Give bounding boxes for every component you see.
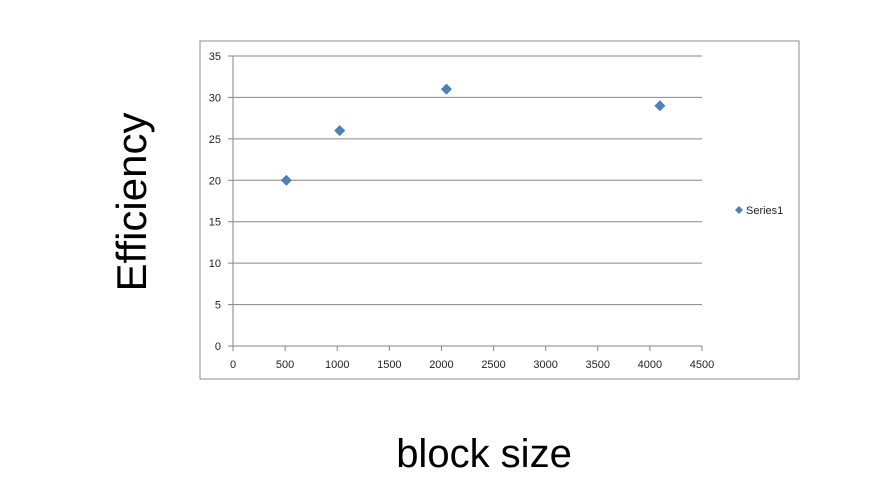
x-tick-label: 2000 xyxy=(429,359,453,371)
y-tick-label: 15 xyxy=(209,217,221,229)
x-tick-label: 1000 xyxy=(325,359,349,371)
y-axis-title: Efficiency xyxy=(108,113,155,292)
y-tick-label: 5 xyxy=(215,300,221,312)
plot-area xyxy=(233,56,702,346)
legend-marker-series1 xyxy=(735,206,743,214)
y-tick-label: 10 xyxy=(209,258,221,270)
data-point-series1-1 xyxy=(280,174,292,186)
gridlines xyxy=(233,55,702,306)
x-tick-label: 4500 xyxy=(690,359,714,371)
x-tick-label: 3500 xyxy=(586,359,610,371)
x-tick-label: 1500 xyxy=(377,359,401,371)
y-tick-labels: 0 5 10 15 20 25 30 35 xyxy=(209,51,233,353)
y-tick-label: 20 xyxy=(209,175,221,187)
x-tick-label: 500 xyxy=(276,359,294,371)
x-tick-label: 0 xyxy=(230,359,236,371)
x-tick-labels: 0 500 1000 1500 2000 2500 3000 3500 4000 4500 xyxy=(230,346,714,371)
x-tick-label: 3000 xyxy=(533,359,557,371)
legend-label-series1: Series1 xyxy=(746,205,783,217)
y-tick-label: 35 xyxy=(209,51,221,63)
x-tick-label: 2500 xyxy=(481,359,505,371)
legend: Series1 xyxy=(735,205,783,217)
data-point-series1-4 xyxy=(654,100,666,112)
data-points xyxy=(280,83,666,186)
y-tick-label: 0 xyxy=(215,341,221,353)
y-tick-label: 25 xyxy=(209,134,221,146)
data-point-series1-2 xyxy=(334,125,346,136)
x-axis-title: block size xyxy=(396,432,572,476)
y-tick-label: 30 xyxy=(209,92,221,104)
data-point-series1-3 xyxy=(441,83,452,95)
x-tick-label: 4000 xyxy=(638,359,662,371)
